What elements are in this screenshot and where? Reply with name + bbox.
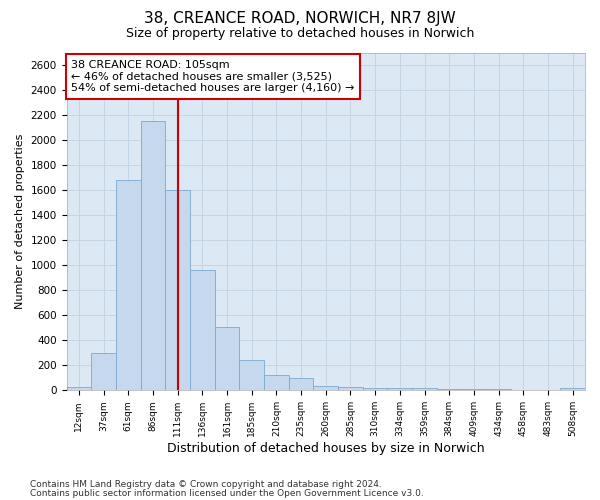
Text: 38, CREANCE ROAD, NORWICH, NR7 8JW: 38, CREANCE ROAD, NORWICH, NR7 8JW	[144, 11, 456, 26]
Bar	[388, 388, 412, 390]
Y-axis label: Number of detached properties: Number of detached properties	[15, 134, 25, 309]
Bar	[91, 353, 116, 391]
Text: Contains HM Land Registry data © Crown copyright and database right 2024.: Contains HM Land Registry data © Crown c…	[30, 480, 382, 489]
Text: Size of property relative to detached houses in Norwich: Size of property relative to detached ho…	[126, 27, 474, 40]
Text: 38 CREANCE ROAD: 105sqm
← 46% of detached houses are smaller (3,525)
54% of semi: 38 CREANCE ROAD: 105sqm ← 46% of detache…	[71, 60, 355, 93]
Bar	[140, 122, 165, 390]
Bar	[560, 388, 585, 390]
Bar	[116, 180, 140, 390]
Bar	[215, 326, 239, 390]
Bar	[313, 386, 338, 390]
Bar	[338, 386, 363, 390]
Bar	[412, 388, 437, 390]
Bar	[165, 190, 190, 390]
Bar	[190, 270, 215, 390]
Bar	[363, 388, 388, 390]
Bar	[239, 360, 264, 390]
Bar	[264, 374, 289, 390]
Bar	[67, 387, 91, 390]
X-axis label: Distribution of detached houses by size in Norwich: Distribution of detached houses by size …	[167, 442, 485, 455]
Text: Contains public sector information licensed under the Open Government Licence v3: Contains public sector information licen…	[30, 489, 424, 498]
Bar	[461, 389, 486, 390]
Bar	[289, 378, 313, 390]
Bar	[437, 389, 461, 390]
